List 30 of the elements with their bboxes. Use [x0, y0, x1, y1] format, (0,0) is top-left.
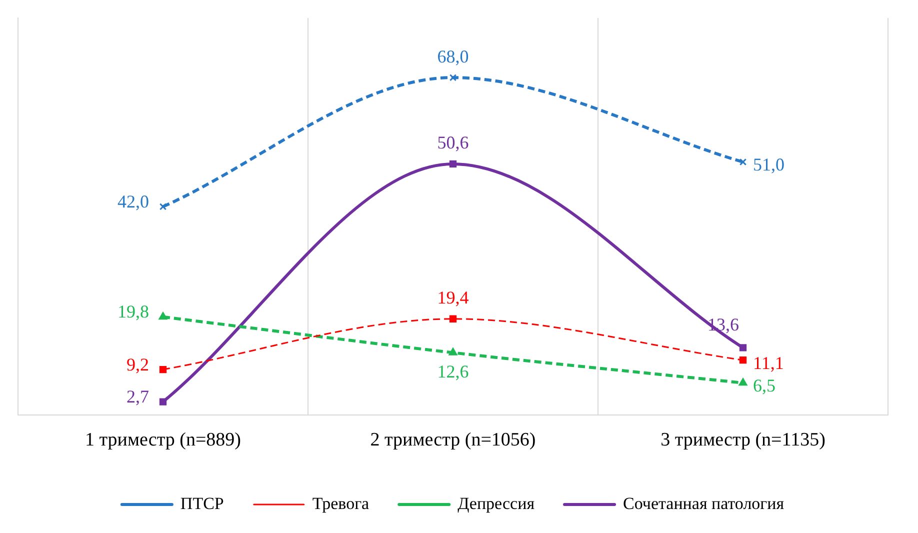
data-label: 42,0 [118, 191, 149, 212]
data-label: 9,2 [126, 354, 149, 374]
point [739, 356, 747, 364]
data-label: 19,8 [118, 302, 149, 322]
point [158, 312, 168, 320]
point [738, 378, 748, 386]
point [159, 366, 167, 374]
data-label: 50,6 [437, 132, 469, 153]
x-tick-label: 1 триместр (n=889) [85, 430, 241, 451]
data-label: 19,4 [437, 288, 469, 308]
x-tick-label: 2 триместр (n=1056) [370, 430, 536, 451]
legend-label: Тревога [312, 494, 370, 513]
point [449, 315, 457, 322]
data-label: 12,6 [437, 361, 469, 382]
data-label: 11,1 [753, 352, 784, 373]
point [159, 203, 167, 210]
data-label: 68,0 [437, 46, 469, 66]
data-label: 51,0 [753, 154, 784, 175]
point [739, 344, 747, 352]
point [739, 158, 747, 166]
x-tick-label: 3 триместр (n=1135) [660, 430, 826, 451]
point [448, 348, 458, 356]
point [449, 160, 457, 168]
legend-label: Депрессия [458, 494, 535, 513]
data-label: 2,7 [126, 386, 149, 407]
legend-label: ПТСР [180, 494, 224, 513]
data-label: 6,5 [753, 376, 776, 396]
legend-label: Сочетанная патология [623, 494, 784, 513]
point [449, 74, 457, 82]
point [159, 398, 167, 406]
